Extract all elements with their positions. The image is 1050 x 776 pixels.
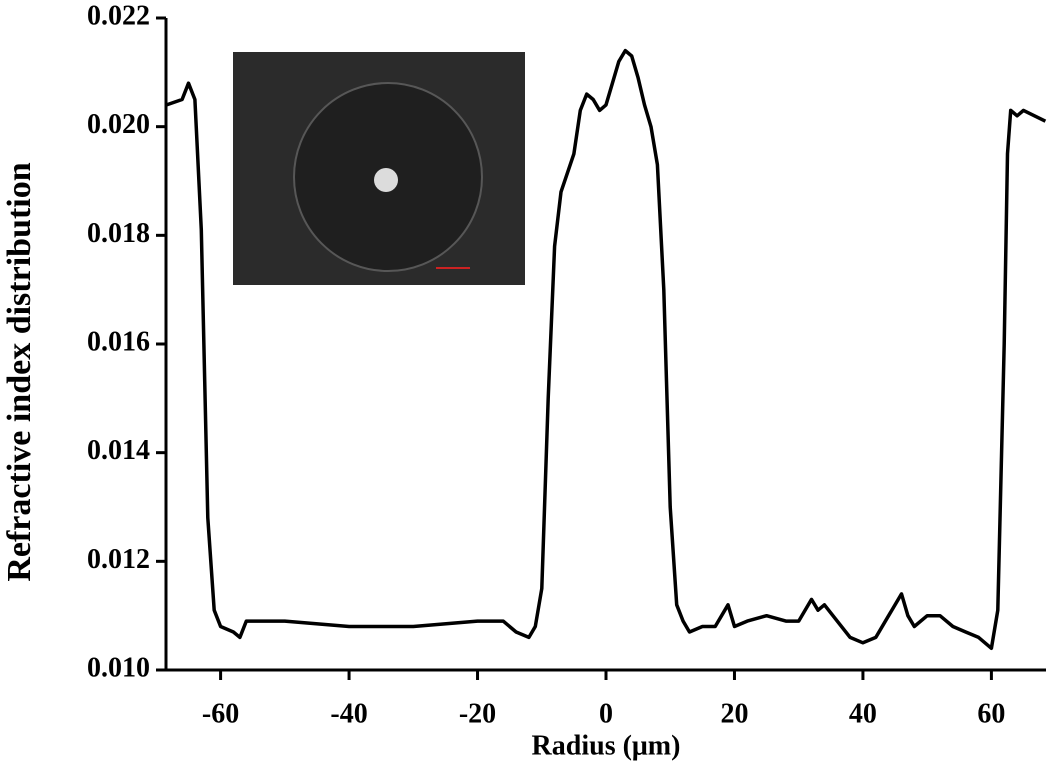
x-tick-label: 60 xyxy=(977,698,1005,729)
x-tick-label: -60 xyxy=(202,698,239,729)
x-tick-label: 20 xyxy=(720,698,748,729)
inset-photo xyxy=(233,52,525,285)
y-tick-label: 0.022 xyxy=(87,0,150,31)
y-tick-label: 0.014 xyxy=(87,435,150,466)
data-line xyxy=(166,48,1047,651)
y-tick-label: 0.020 xyxy=(87,109,150,140)
y-axis-title: Refractive index distribution xyxy=(1,162,38,581)
fiber-core xyxy=(374,168,398,192)
y-tick-label: 0.010 xyxy=(87,652,150,683)
x-tick-label: 0 xyxy=(599,698,613,729)
y-tick-label: 0.018 xyxy=(87,218,150,249)
y-tick-label: 0.016 xyxy=(87,326,150,357)
x-tick-label: 40 xyxy=(849,698,877,729)
x-tick-label: -20 xyxy=(459,698,496,729)
x-tick-label: -40 xyxy=(330,698,367,729)
x-axis-title: Radius (μm) xyxy=(532,730,681,761)
y-tick-label: 0.012 xyxy=(87,544,150,575)
